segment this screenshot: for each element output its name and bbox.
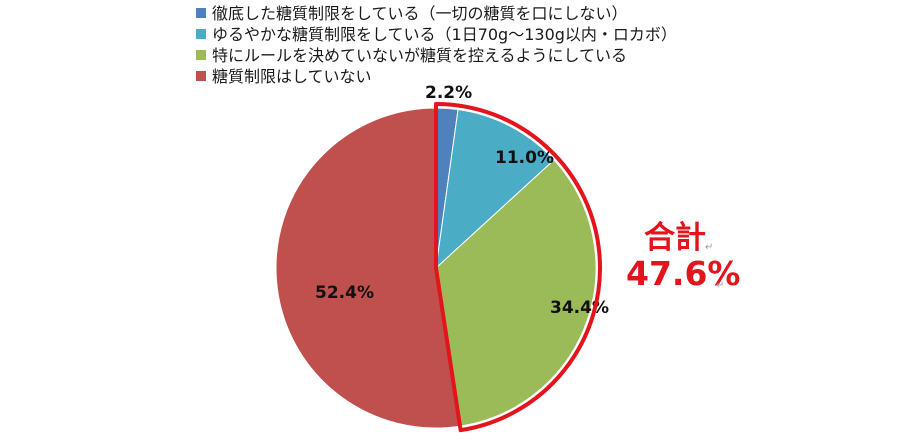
legend-label-4: 糖質制限はしていない (212, 67, 372, 86)
pie-slices (275, 107, 597, 429)
legend-swatch-3 (196, 50, 206, 60)
legend-swatch-1 (196, 8, 206, 18)
legend-label-2: ゆるやかな糖質制限をしている（1日70g～130g以内・ロカボ） (212, 25, 677, 44)
legend-label-3: 特にルールを決めていないが糖質を控えるようにしている (212, 46, 627, 65)
data-label-4: 52.4% (315, 283, 374, 303)
data-label-2: 11.0% (495, 148, 554, 168)
total-callout: 合計 ↵ 47.6% ↵ (626, 220, 741, 293)
legend-swatch-2 (196, 29, 206, 39)
callout-value: 47.6% (626, 254, 741, 293)
legend-label-1: 徹底した糖質制限をしている（一切の糖質を口にしない） (212, 4, 628, 23)
callout-label: 合計 (644, 220, 706, 256)
pie-slice-3 (435, 159, 597, 427)
return-mark: ↵ (705, 242, 713, 253)
pie-slice-2 (435, 108, 555, 270)
legend-swatch-4 (196, 71, 206, 81)
chart-legend: 徹底した糖質制限をしている（一切の糖質を口にしない） ゆるやかな糖質制限をしている… (196, 4, 677, 86)
data-label-1: 2.2% (425, 83, 472, 103)
highlight-outline (434, 102, 602, 433)
return-mark: ↵ (716, 280, 724, 291)
pie-slice-4 (275, 107, 461, 429)
data-label-3: 34.4% (550, 298, 609, 318)
